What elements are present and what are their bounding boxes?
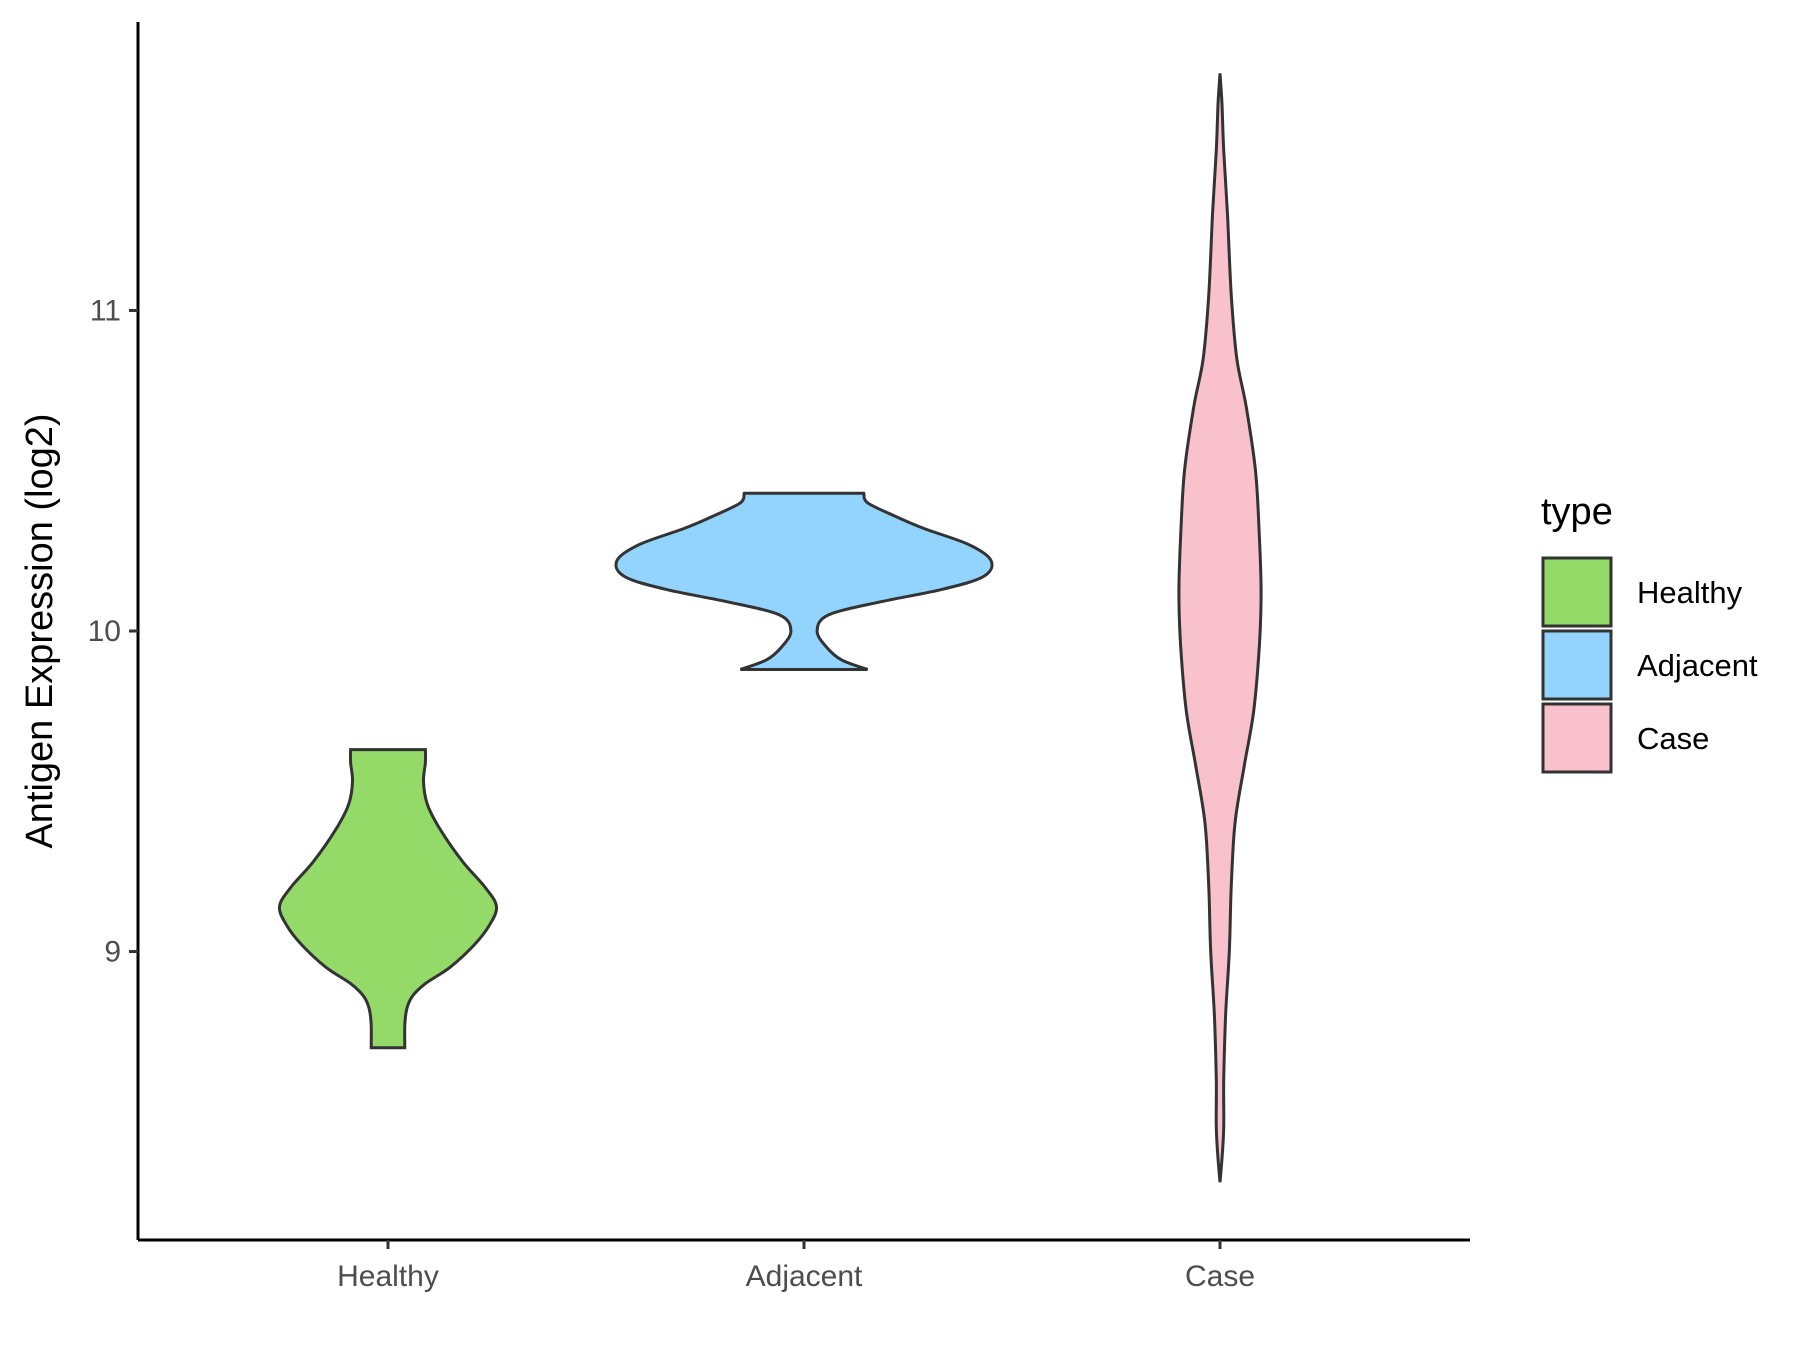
x-tick-label: Healthy	[337, 1260, 439, 1293]
x-tick-label: Adjacent	[746, 1260, 863, 1293]
legend-label-adjacent: Adjacent	[1637, 648, 1758, 683]
violin-case	[1177, 73, 1263, 1183]
y-axis-title: Antigen Expression (log2)	[19, 413, 61, 848]
legend-key-adjacent	[1541, 629, 1613, 701]
y-tick-label: 11	[90, 294, 121, 327]
plot-area	[277, 73, 1263, 1183]
legend-key-case	[1541, 702, 1613, 774]
legend-label-case: Case	[1637, 721, 1709, 756]
violin-healthy	[277, 748, 499, 1050]
legend-label-healthy: Healthy	[1637, 575, 1743, 610]
legend-key-healthy	[1541, 556, 1613, 628]
x-tick-label: Case	[1185, 1260, 1255, 1293]
y-tick-label: 10	[88, 615, 121, 648]
legend: type Healthy Adjacent Case	[1541, 491, 1758, 774]
legend-title: type	[1541, 491, 1613, 533]
y-tick-label: 9	[104, 936, 121, 969]
y-axis-ticks: 9 10 11	[88, 294, 138, 969]
legend-items: Healthy Adjacent Case	[1541, 556, 1758, 774]
violin-adjacent	[614, 491, 994, 671]
x-axis-ticks: Healthy Adjacent Case	[337, 1240, 1255, 1293]
